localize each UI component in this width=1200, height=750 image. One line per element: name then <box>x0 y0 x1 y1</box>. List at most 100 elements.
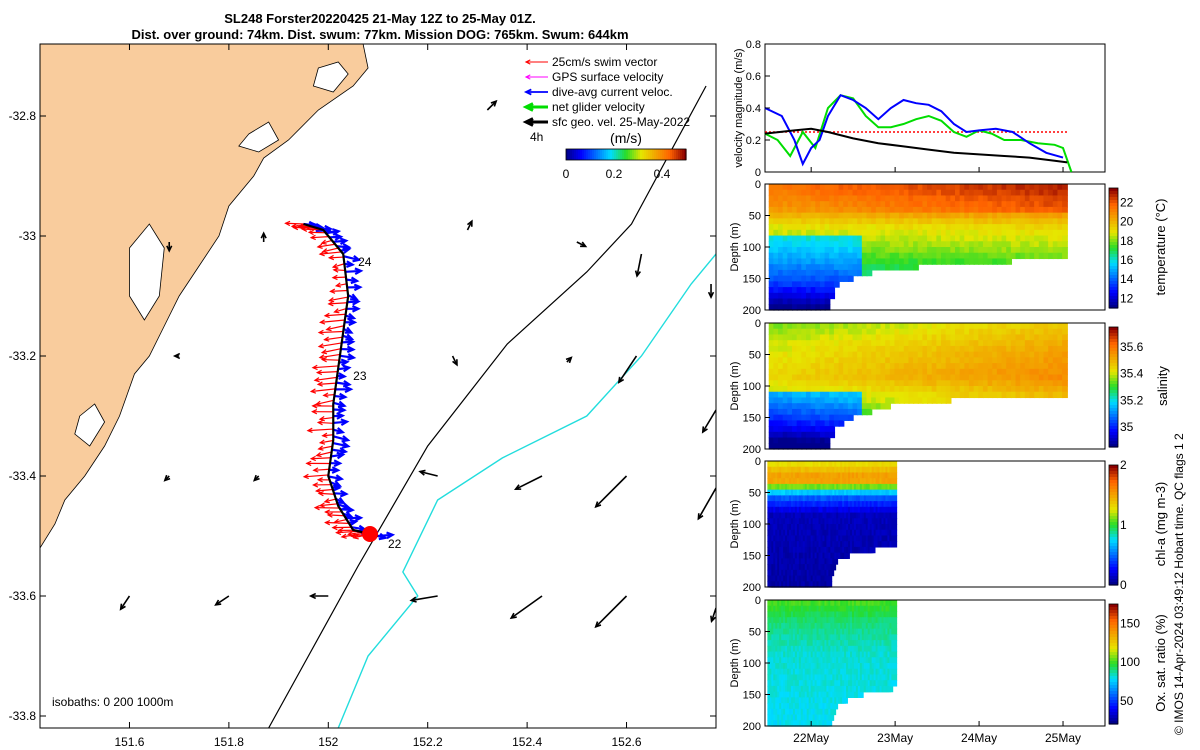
current-vector-32 <box>333 400 347 409</box>
temperature-cell <box>875 218 882 225</box>
temperature-cell <box>1034 247 1040 254</box>
salinity-cell <box>796 414 803 421</box>
salinity-cell <box>1001 391 1008 399</box>
temperature-cell <box>903 212 910 219</box>
temperature-cell <box>778 201 784 208</box>
temperature-cell <box>843 195 850 202</box>
salinity-cell <box>931 368 938 376</box>
salinity-cell <box>861 391 868 399</box>
salinity-cell <box>871 386 877 393</box>
salinity-cell <box>880 391 887 399</box>
salinity-cell <box>1015 380 1022 387</box>
salinity-cell <box>927 340 933 347</box>
temperature-cell <box>768 275 775 282</box>
temperature-cell <box>959 184 966 191</box>
salinity-cell <box>819 431 826 439</box>
swim-vector-42 <box>306 427 334 434</box>
salinity-cell <box>833 391 840 399</box>
temperature-cell <box>922 241 929 248</box>
temperature-cell <box>801 184 808 191</box>
temperature-cell <box>1057 229 1064 237</box>
temperature-cell <box>913 212 919 219</box>
temperature-cell <box>992 224 999 231</box>
temperature-cell <box>1057 195 1064 202</box>
temperature-colorbar-cell <box>1109 191 1118 195</box>
salinity-cell <box>1034 328 1040 336</box>
salinity-cell <box>829 340 836 347</box>
salinity-cell <box>885 334 891 341</box>
salinity-cell <box>1062 328 1068 336</box>
temperature-cell <box>1029 218 1036 225</box>
temperature-cell <box>778 281 784 288</box>
temperature-cell <box>824 201 831 208</box>
temperature-cell <box>992 201 999 208</box>
salinity-cell <box>959 323 966 330</box>
temperature-cell <box>810 275 817 282</box>
temperature-cell <box>1062 241 1068 248</box>
chl-a-colorbar-tick-0: 0 <box>1120 578 1127 592</box>
temperature-cell <box>773 206 780 214</box>
salinity-cell <box>847 345 854 353</box>
temperature-cell <box>819 269 826 277</box>
temperature-cell <box>1043 206 1050 214</box>
salinity-cell <box>992 380 999 387</box>
temperature-cell <box>1043 184 1050 191</box>
swim-vector-43 <box>321 432 334 439</box>
salinity-cell <box>824 357 831 364</box>
temperature-cell <box>1015 195 1022 202</box>
salinity-cell <box>1006 351 1013 358</box>
temperature-cell <box>852 218 859 225</box>
temperature-cell <box>792 235 798 242</box>
temperature-cell <box>833 218 840 225</box>
salinity-cell <box>1052 380 1059 387</box>
temperature-cell <box>917 252 924 260</box>
temperature-cell <box>1024 212 1031 219</box>
temperature-cell <box>875 247 882 254</box>
salinity-cell <box>787 374 794 381</box>
current-vector-24 <box>340 345 356 354</box>
temperature-cell <box>968 218 975 225</box>
salinity-cell <box>1015 368 1022 376</box>
temperature-cell <box>889 241 896 248</box>
temperature-cell <box>1062 235 1068 242</box>
temperature-cell <box>815 206 822 214</box>
salinity-cell <box>1015 374 1022 381</box>
temperature-cell <box>903 258 910 265</box>
temperature-cell <box>964 224 971 231</box>
salinity-cell <box>1006 374 1013 381</box>
temperature-cell <box>801 235 808 242</box>
temperature-cell <box>880 264 887 271</box>
salinity-cell <box>1015 357 1022 364</box>
temperature-cell <box>778 252 784 260</box>
salinity-cell <box>857 397 864 404</box>
temperature-cell <box>917 224 924 231</box>
temperature-cell <box>833 206 840 214</box>
salinity-cell <box>1010 357 1017 364</box>
temperature-cell <box>1052 184 1059 191</box>
temperature-cell <box>959 212 966 219</box>
salinity-cell <box>833 328 840 336</box>
salinity-cell <box>1043 380 1050 387</box>
temperature-cell <box>1001 206 1008 214</box>
salinity-cell <box>852 374 859 381</box>
salinity-cell <box>992 391 999 399</box>
geo-vector-3 <box>466 219 473 231</box>
temperature-colorbar-cell <box>1109 302 1118 306</box>
temperature-cell <box>796 212 803 219</box>
salinity-cell <box>833 386 840 393</box>
colorbar-cell-0 <box>566 149 569 160</box>
temperature-cell <box>917 206 924 214</box>
legend-label-0: 25cm/s swim vector <box>552 55 657 69</box>
salinity-cell <box>917 374 924 381</box>
temperature-cell <box>936 224 943 231</box>
temperature-cell <box>941 229 947 237</box>
temperature-cell <box>922 252 929 260</box>
salinity-cell <box>805 386 812 393</box>
legend-label-3: net glider velocity <box>552 100 645 114</box>
salinity-cell <box>768 380 775 387</box>
oxygen-colorbar-cell <box>1109 643 1118 647</box>
salinity-cell <box>796 386 803 393</box>
temperature-cell <box>936 206 943 214</box>
salinity-cell <box>922 357 929 364</box>
salinity-cell <box>987 351 994 358</box>
